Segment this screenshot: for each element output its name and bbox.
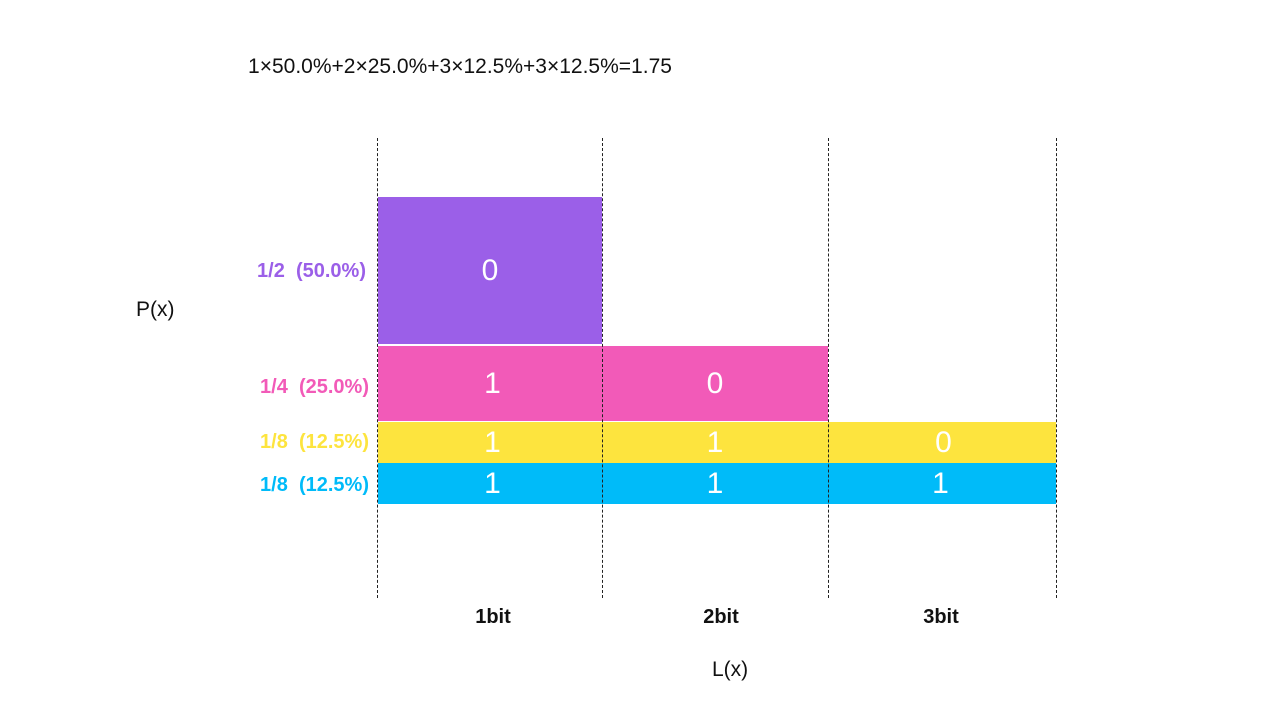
prob-label-row-3: 1/8 (12.5%) [260, 474, 369, 496]
code-digit: 1 [706, 466, 724, 500]
column-label-1bit: 1bit [475, 606, 511, 628]
code-digit: 0 [706, 366, 724, 400]
column-label-3bit: 3bit [923, 606, 959, 628]
column-divider [1056, 138, 1057, 598]
code-digit: 1 [932, 466, 949, 500]
column-divider [602, 138, 603, 598]
code-block-row-2-col-2: 0 [828, 422, 1056, 463]
code-digit: 1 [706, 425, 724, 459]
code-block-row-3-col-2: 1 [828, 463, 1056, 504]
code-digit: 0 [935, 425, 952, 459]
code-digit: 1 [484, 425, 501, 459]
y-axis-label: P(x) [136, 298, 175, 321]
code-digit: 0 [481, 253, 499, 287]
code-block-row-0-col-0: 0 [378, 197, 602, 344]
code-block-row-3-col-0: 1 [378, 463, 602, 504]
code-block-row-2-col-1: 1 [602, 422, 828, 463]
column-label-2bit: 2bit [703, 606, 739, 628]
column-divider [377, 138, 378, 598]
prob-label-row-1: 1/4 (25.0%) [260, 376, 369, 398]
code-block-row-1-col-1: 0 [602, 346, 828, 421]
prob-label-row-2: 1/8 (12.5%) [260, 431, 369, 453]
code-block-row-3-col-1: 1 [602, 463, 828, 504]
x-axis-label: L(x) [712, 658, 749, 681]
code-digit: 1 [484, 366, 501, 400]
column-divider [828, 138, 829, 598]
code-block-row-1-col-0: 1 [378, 346, 602, 421]
code-digit: 1 [484, 466, 501, 500]
formula: 1×50.0%+2×25.0%+3×12.5%+3×12.5%=1.75 [248, 55, 672, 78]
prob-label-row-0: 1/2 (50.0%) [257, 260, 366, 282]
code-block-row-2-col-0: 1 [378, 422, 602, 463]
